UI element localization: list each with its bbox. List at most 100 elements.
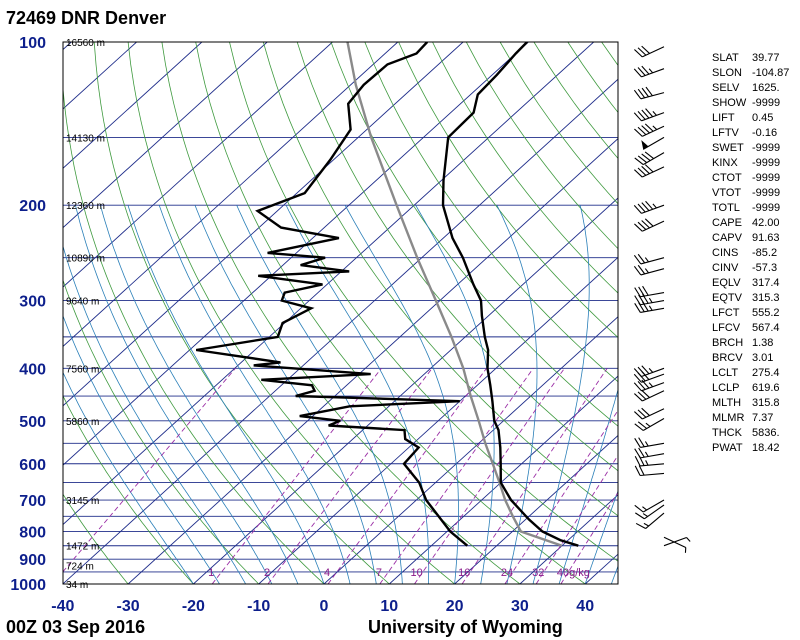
index-name: LFCV (712, 322, 741, 334)
barb-half (642, 513, 648, 517)
barb-full (642, 293, 649, 304)
barb-half (648, 382, 654, 388)
barb-full (641, 389, 650, 398)
height-label: 3145 m (66, 496, 99, 507)
wind-barb (641, 136, 665, 150)
barb-half (648, 305, 653, 311)
barb-full (637, 88, 646, 99)
moist-adiabat (100, 205, 299, 584)
barb-full (637, 391, 647, 400)
parcel-path-line (346, 42, 563, 547)
barb-half (644, 441, 649, 447)
mixing-ratio-line (414, 368, 565, 584)
index-value: 42.00 (752, 217, 780, 229)
barb-shaft (641, 68, 665, 78)
barb-half (644, 257, 649, 263)
index-name: CAPE (712, 217, 742, 229)
barb-full (634, 456, 641, 467)
index-value: -85.2 (752, 247, 777, 259)
temperature-tick-label: 20 (446, 598, 464, 615)
barb-full (642, 301, 649, 312)
barb-full (633, 265, 642, 276)
index-value: -9999 (752, 202, 780, 214)
mixing-ratio-label: 2 (264, 567, 270, 579)
wind-barb (634, 437, 665, 449)
index-value: -9999 (752, 157, 780, 169)
barb-full (634, 128, 643, 137)
barb-half (644, 268, 649, 274)
height-label: 1472 m (66, 542, 99, 553)
barb-full (637, 381, 646, 390)
isotherm-line (388, 375, 618, 584)
pressure-tick-label: 600 (19, 457, 46, 474)
barb-full (634, 465, 641, 476)
dry-adiabat (262, 42, 618, 517)
mixing-ratio-line (379, 368, 534, 584)
barb-full (641, 65, 650, 75)
data-source: University of Wyoming (368, 617, 563, 637)
index-value: 1625. (752, 82, 780, 94)
barb-half (644, 451, 649, 457)
height-label: 34 m (66, 580, 88, 591)
dry-adiabat (127, 42, 455, 584)
index-name: MLMR (712, 412, 744, 424)
barb-half (645, 422, 651, 427)
index-name: TOTL (712, 202, 740, 214)
barb-half (648, 368, 654, 373)
barb-full (638, 447, 645, 458)
index-value: -104.87 (752, 67, 789, 79)
index-name: SLAT (712, 52, 739, 64)
index-name: MLTH (712, 397, 741, 409)
barb-full (633, 205, 642, 214)
wind-barb (633, 371, 665, 383)
dry-adiabat (93, 42, 390, 584)
index-name: BRCV (712, 352, 743, 364)
barb-full (637, 409, 647, 418)
dry-adiabat (432, 42, 618, 294)
dry-adiabat (398, 42, 618, 338)
barb-full (638, 437, 645, 448)
index-value: 5836. (752, 427, 780, 439)
temperature-tick-label: -20 (182, 598, 205, 615)
barb-full (644, 218, 654, 227)
barb-full (641, 202, 650, 212)
index-name: SHOW (712, 97, 747, 109)
index-value: 0.45 (752, 112, 773, 124)
index-name: KINX (712, 157, 738, 169)
dry-adiabat (63, 493, 129, 584)
barb-shaft (641, 382, 665, 392)
wind-barb (663, 536, 687, 553)
barb-full (641, 125, 650, 134)
barb-full (637, 421, 648, 429)
mixing-ratio-label: 32 (532, 567, 544, 579)
barb-shaft (642, 136, 665, 150)
barb-full (634, 504, 644, 513)
moist-adiabat (63, 371, 194, 584)
height-label: 16560 m (66, 38, 105, 49)
temperature-tick-label: -10 (247, 598, 270, 615)
isotherm-line (0, 42, 6, 584)
wind-barb (633, 264, 665, 276)
barb-half (652, 110, 657, 116)
barb-shaft (641, 112, 665, 122)
barb-full (637, 264, 646, 275)
index-value: 91.63 (752, 232, 780, 244)
wind-barbs (633, 45, 691, 553)
barb-full (641, 165, 650, 175)
moist-adiabat (63, 314, 220, 584)
height-label: 7560 m (66, 364, 99, 375)
barb-full (634, 411, 643, 420)
barb-full (637, 111, 646, 120)
index-name: LFTV (712, 127, 740, 139)
index-value: -9999 (752, 97, 780, 109)
index-name: THCK (712, 427, 743, 439)
index-name: CAPV (712, 232, 743, 244)
barb-full (633, 254, 642, 265)
moist-adiabat (285, 205, 430, 584)
barb-full (641, 87, 649, 98)
barb-half (643, 522, 649, 527)
index-value: -9999 (752, 187, 780, 199)
wind-barb (635, 512, 665, 530)
barb-half (645, 460, 649, 466)
mixing-ratio-label: 1 (208, 567, 214, 579)
